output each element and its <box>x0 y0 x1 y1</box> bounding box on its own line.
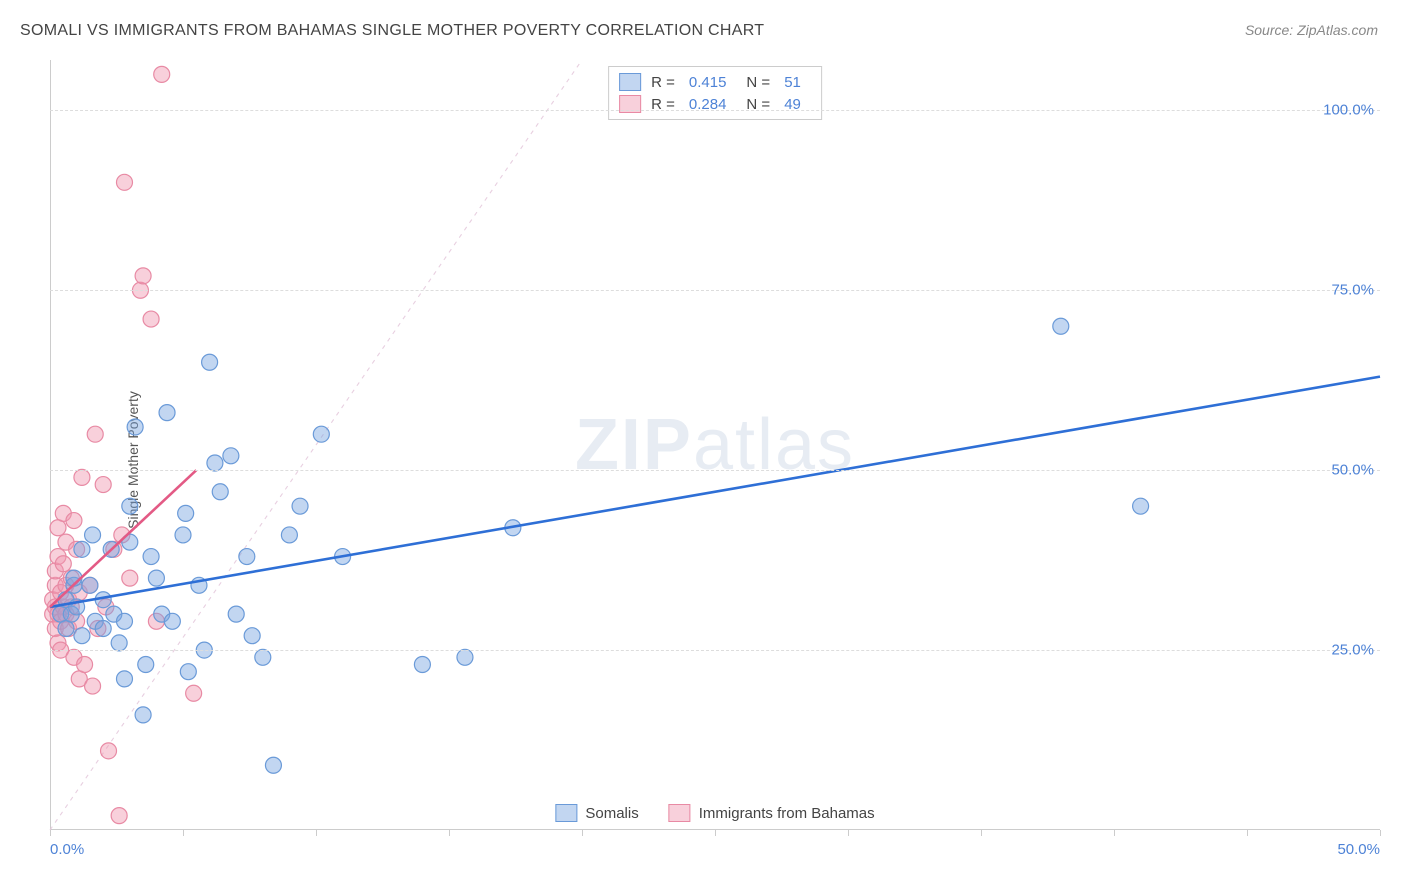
legend-row-1: R = 0.284 N = 49 <box>619 93 811 115</box>
bottom-swatch-1 <box>669 804 691 822</box>
source-label: Source: ZipAtlas.com <box>1245 22 1378 38</box>
bottom-legend-item-1: Immigrants from Bahamas <box>669 804 875 822</box>
bottom-swatch-0 <box>555 804 577 822</box>
y-tick-label: 25.0% <box>1331 642 1374 659</box>
chart-title: SOMALI VS IMMIGRANTS FROM BAHAMAS SINGLE… <box>20 22 764 40</box>
x-tick <box>449 830 450 836</box>
bottom-legend-item-0: Somalis <box>555 804 638 822</box>
plot: ZIPatlas R = 0.415 N = 51 R = 0.284 N = … <box>50 60 1380 830</box>
x-tick <box>1247 830 1248 836</box>
bottom-legend-label-1: Immigrants from Bahamas <box>699 805 875 822</box>
grid-line-h <box>50 110 1380 111</box>
x-tick <box>1114 830 1115 836</box>
chart-svg <box>50 60 1380 830</box>
x-tick <box>582 830 583 836</box>
x-tick <box>50 830 51 836</box>
x-tick <box>715 830 716 836</box>
legend-r-value-0: 0.415 <box>689 74 727 91</box>
y-tick-label: 50.0% <box>1331 462 1374 479</box>
x-tick <box>1380 830 1381 836</box>
x-tick <box>316 830 317 836</box>
grid-line-h <box>50 650 1380 651</box>
x-tick <box>848 830 849 836</box>
x-tick-label: 50.0% <box>1337 841 1380 858</box>
y-tick-label: 75.0% <box>1331 282 1374 299</box>
legend-box: R = 0.415 N = 51 R = 0.284 N = 49 <box>608 66 822 120</box>
x-tick-label: 0.0% <box>50 841 84 858</box>
bottom-legend-label-0: Somalis <box>585 805 638 822</box>
grid-line-h <box>50 470 1380 471</box>
legend-row-0: R = 0.415 N = 51 <box>619 71 811 93</box>
legend-r-label-0: R = <box>651 74 675 91</box>
legend-n-label-0: N = <box>746 74 770 91</box>
x-tick <box>183 830 184 836</box>
y-tick-label: 100.0% <box>1323 102 1374 119</box>
legend-swatch-0 <box>619 73 641 91</box>
bottom-legend: Somalis Immigrants from Bahamas <box>547 802 882 824</box>
grid-line-h <box>50 290 1380 291</box>
chart-area: Single Mother Poverty ZIPatlas R = 0.415… <box>50 60 1380 830</box>
x-tick <box>981 830 982 836</box>
legend-n-value-0: 51 <box>784 74 801 91</box>
